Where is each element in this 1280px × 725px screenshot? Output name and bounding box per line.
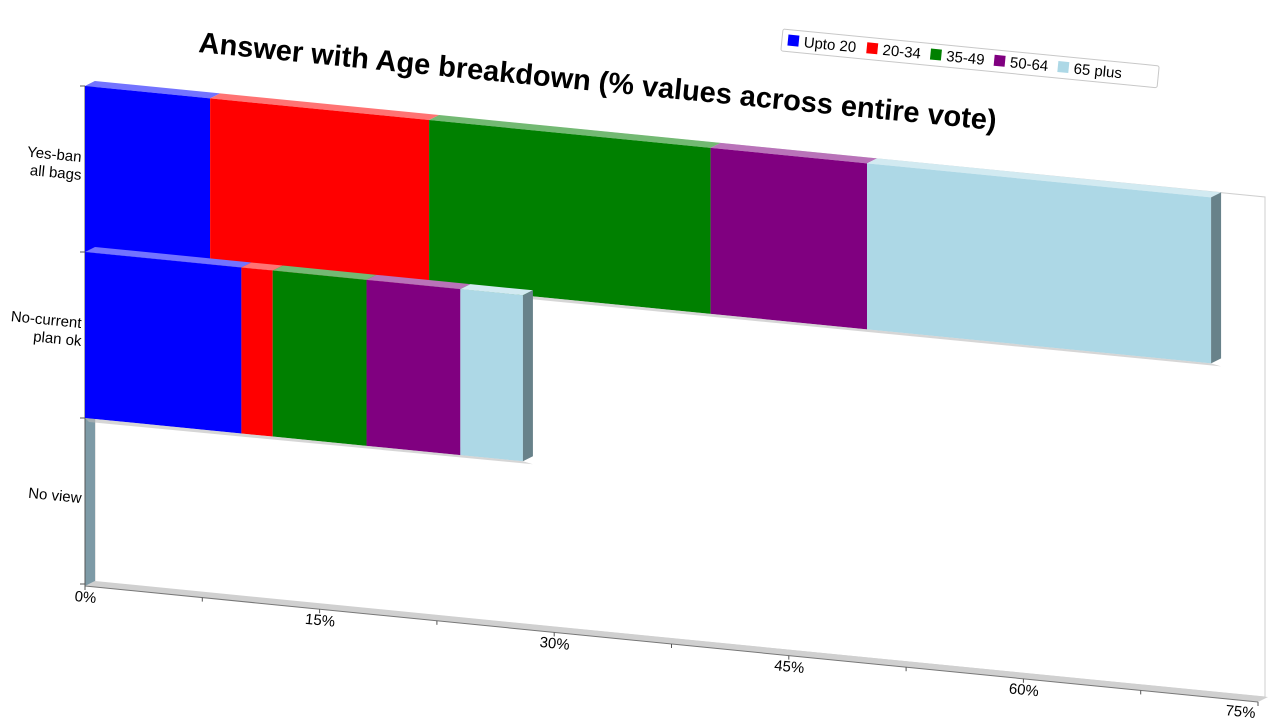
x-tick-label: 30%: [539, 634, 571, 654]
bar-top-1-0: [85, 247, 252, 268]
bar-top-1-2: [272, 265, 377, 280]
category-label: plan ok: [32, 328, 82, 350]
bar-top-0-3: [710, 142, 877, 164]
x-axis-line: [84, 585, 1259, 703]
legend-label: 35-49: [945, 48, 985, 69]
bar-0-0: [85, 86, 211, 265]
x-tick-label: 0%: [74, 588, 97, 607]
legend-swatch: [866, 42, 879, 55]
bar-1-3: [366, 279, 461, 456]
bar-top-1-4: [460, 284, 533, 296]
bar-0-2: [429, 120, 711, 314]
category-label: all bags: [29, 162, 82, 184]
bar-0-3: [710, 147, 867, 330]
legend: Upto 20 20-34 35-49 50-64 65 plus: [780, 28, 1160, 89]
bar-1-4: [460, 289, 523, 462]
category-label: No-current: [10, 308, 83, 332]
bar-top-0-0: [85, 81, 221, 99]
chart-floor: [85, 581, 1268, 702]
category-label: No view: [28, 485, 83, 507]
legend-items: Upto 20 20-34 35-49 50-64 65 plus: [787, 34, 1123, 83]
x-tick-label: 45%: [773, 657, 805, 677]
ticks-layer: 0% 15% 30% 45% 60% 75%: [74, 586, 1259, 722]
bar-top-1-1: [241, 262, 283, 271]
bar-shadow-1: [85, 418, 533, 465]
legend-swatch: [993, 54, 1006, 67]
x-tick-label: 75%: [1225, 702, 1257, 720]
legend-label: 65 plus: [1073, 61, 1123, 83]
bar-top-0-4: [867, 158, 1222, 198]
bar-1-1: [241, 267, 273, 437]
bar-1-2: [272, 270, 367, 446]
legend-swatch: [1057, 61, 1070, 74]
x-tick-label: 60%: [1008, 680, 1040, 700]
bar-0-1: [210, 98, 430, 287]
bar-0-4: [867, 163, 1212, 364]
bar-top-1-3: [366, 274, 471, 290]
bar-top-0-2: [429, 115, 721, 148]
bars-layer: [85, 81, 1222, 465]
bar-1-0: [85, 252, 242, 434]
legend-label: 20-34: [882, 42, 922, 63]
bar-side-1: [522, 290, 533, 462]
legend-swatch: [929, 48, 942, 61]
legend-label: 50-64: [1009, 54, 1049, 75]
bar-top-0-1: [210, 93, 440, 121]
legend-swatch: [787, 34, 800, 47]
bar-side-0: [1211, 192, 1222, 364]
x-tick-label: 15%: [304, 611, 336, 631]
category-label: Yes-ban: [26, 144, 82, 166]
legend-label: Upto 20: [803, 34, 857, 56]
